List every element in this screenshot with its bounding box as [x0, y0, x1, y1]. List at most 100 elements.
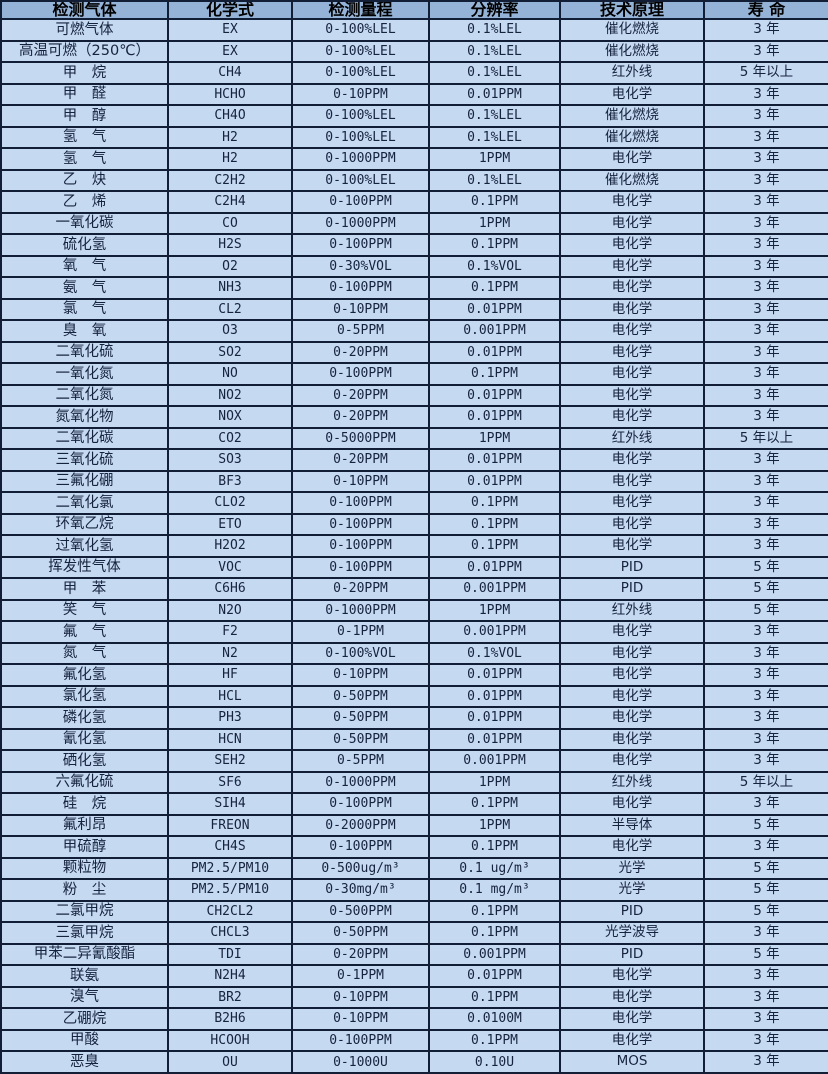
resolution-cell: 0.01PPM	[428, 82, 561, 106]
range-cell: 0-100PPM	[291, 555, 430, 579]
formula-cell: ETO	[167, 512, 293, 536]
lifespan-cell: 3 年	[703, 964, 828, 988]
gas-name-cell: 甲 醛	[0, 82, 169, 106]
formula-cell: CH4S	[167, 835, 293, 859]
table-row: 硅 烷 SIH4 0-100PPM 0.1PPM 电化学 3 年	[0, 792, 828, 816]
resolution-cell: 0.1PPM	[428, 985, 561, 1009]
lifespan-cell: 5 年	[703, 577, 828, 601]
lifespan-cell: 3 年	[703, 190, 828, 214]
range-cell: 0-500ug/m³	[291, 856, 430, 880]
formula-cell: SIH4	[167, 792, 293, 816]
range-cell: 0-100PPM	[291, 1028, 430, 1052]
lifespan-cell: 3 年	[703, 663, 828, 687]
lifespan-cell: 5 年以上	[703, 770, 828, 794]
resolution-cell: 0.01PPM	[428, 964, 561, 988]
table-row: 硫化氢 H2S 0-100PPM 0.1PPM 电化学 3 年	[0, 233, 828, 257]
gas-name-cell: 氨 气	[0, 276, 169, 300]
resolution-cell: 0.1%VOL	[428, 254, 561, 278]
principle-cell: 红外线	[559, 598, 705, 622]
resolution-cell: 0.1 mg/m³	[428, 878, 561, 902]
principle-cell: 光学波导	[559, 921, 705, 945]
resolution-cell: 0.1%LEL	[428, 125, 561, 149]
lifespan-cell: 3 年	[703, 706, 828, 730]
resolution-cell: 0.001PPM	[428, 942, 561, 966]
table-row: 硒化氢 SEH2 0-5PPM 0.001PPM 电化学 3 年	[0, 749, 828, 773]
gas-name-cell: 氟 气	[0, 620, 169, 644]
header-gas-name: 检测气体	[0, 0, 169, 20]
formula-cell: CLO2	[167, 491, 293, 515]
resolution-cell: 0.1%LEL	[428, 168, 561, 192]
resolution-cell: 0.1PPM	[428, 534, 561, 558]
table-row: 颗粒物 PM2.5/PM10 0-500ug/m³ 0.1 ug/m³ 光学 5 年	[0, 856, 828, 880]
gas-name-cell: 甲 醇	[0, 104, 169, 128]
gas-name-cell: 可燃气体	[0, 18, 169, 42]
range-cell: 0-100%LEL	[291, 168, 430, 192]
formula-cell: C6H6	[167, 577, 293, 601]
gas-name-cell: 氰化氢	[0, 727, 169, 751]
range-cell: 0-30%VOL	[291, 254, 430, 278]
table-row: 笑 气 N2O 0-1000PPM 1PPM 红外线 5 年	[0, 598, 828, 622]
gas-name-cell: 高温可燃（250℃）	[0, 39, 169, 63]
principle-cell: 电化学	[559, 706, 705, 730]
resolution-cell: 0.1%LEL	[428, 61, 561, 85]
table-row: 甲 烷 CH4 0-100%LEL 0.1%LEL 红外线 5 年以上	[0, 61, 828, 85]
principle-cell: 电化学	[559, 749, 705, 773]
header-resolution: 分辨率	[428, 0, 561, 20]
resolution-cell: 0.01PPM	[428, 469, 561, 493]
range-cell: 0-1000PPM	[291, 598, 430, 622]
resolution-cell: 0.1%LEL	[428, 104, 561, 128]
principle-cell: PID	[559, 577, 705, 601]
range-cell: 0-10PPM	[291, 469, 430, 493]
resolution-cell: 0.1PPM	[428, 276, 561, 300]
lifespan-cell: 3 年	[703, 749, 828, 773]
formula-cell: CO2	[167, 426, 293, 450]
table-row: 甲 苯 C6H6 0-20PPM 0.001PPM PID 5 年	[0, 577, 828, 601]
resolution-cell: 0.1PPM	[428, 899, 561, 923]
formula-cell: EX	[167, 18, 293, 42]
lifespan-cell: 5 年	[703, 899, 828, 923]
resolution-cell: 1PPM	[428, 211, 561, 235]
formula-cell: SEH2	[167, 749, 293, 773]
range-cell: 0-50PPM	[291, 921, 430, 945]
range-cell: 0-30mg/m³	[291, 878, 430, 902]
lifespan-cell: 5 年	[703, 555, 828, 579]
gas-name-cell: 甲硫醇	[0, 835, 169, 859]
range-cell: 0-50PPM	[291, 684, 430, 708]
principle-cell: 红外线	[559, 770, 705, 794]
formula-cell: H2	[167, 125, 293, 149]
range-cell: 0-100%LEL	[291, 125, 430, 149]
formula-cell: CH4O	[167, 104, 293, 128]
resolution-cell: 0.1PPM	[428, 1028, 561, 1052]
lifespan-cell: 3 年	[703, 405, 828, 429]
lifespan-cell: 3 年	[703, 18, 828, 42]
resolution-cell: 0.01PPM	[428, 727, 561, 751]
range-cell: 0-20PPM	[291, 340, 430, 364]
gas-name-cell: 环氧乙烷	[0, 512, 169, 536]
resolution-cell: 0.1 ug/m³	[428, 856, 561, 880]
formula-cell: N2H4	[167, 964, 293, 988]
lifespan-cell: 5 年	[703, 942, 828, 966]
lifespan-cell: 3 年	[703, 727, 828, 751]
formula-cell: B2H6	[167, 1007, 293, 1031]
lifespan-cell: 5 年以上	[703, 61, 828, 85]
resolution-cell: 1PPM	[428, 598, 561, 622]
formula-cell: EX	[167, 39, 293, 63]
gas-name-cell: 六氟化硫	[0, 770, 169, 794]
range-cell: 0-5000PPM	[291, 426, 430, 450]
gas-name-cell: 硅 烷	[0, 792, 169, 816]
lifespan-cell: 3 年	[703, 534, 828, 558]
formula-cell: CH4	[167, 61, 293, 85]
resolution-cell: 0.01PPM	[428, 297, 561, 321]
principle-cell: 电化学	[559, 964, 705, 988]
formula-cell: F2	[167, 620, 293, 644]
resolution-cell: 0.1PPM	[428, 512, 561, 536]
principle-cell: MOS	[559, 1050, 705, 1074]
formula-cell: HCHO	[167, 82, 293, 106]
resolution-cell: 0.1PPM	[428, 491, 561, 515]
table-row: 甲酸 HCOOH 0-100PPM 0.1PPM 电化学 3 年	[0, 1028, 828, 1052]
principle-cell: 催化燃烧	[559, 104, 705, 128]
principle-cell: 电化学	[559, 233, 705, 257]
gas-name-cell: 挥发性气体	[0, 555, 169, 579]
formula-cell: HCL	[167, 684, 293, 708]
lifespan-cell: 3 年	[703, 448, 828, 472]
